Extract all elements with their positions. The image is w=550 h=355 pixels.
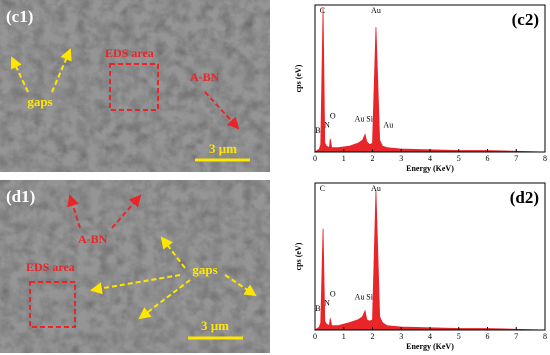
annotation: A-BN bbox=[78, 232, 108, 246]
annotation: EDS area bbox=[26, 260, 75, 274]
x-tick-label: 7 bbox=[514, 332, 518, 341]
arrow bbox=[224, 274, 257, 297]
scale-label: 3 μm bbox=[209, 141, 237, 156]
peak-label: Au bbox=[383, 120, 393, 129]
spectrum bbox=[313, 190, 546, 331]
panel-label: (c1) bbox=[6, 7, 33, 26]
peak-label: Au bbox=[371, 6, 381, 15]
x-tick-label: 2 bbox=[371, 154, 375, 163]
arrow bbox=[10, 56, 29, 93]
plot-frame bbox=[314, 4, 546, 153]
x-tick-label: 7 bbox=[514, 154, 518, 163]
x-axis-label: Energy (KeV) bbox=[406, 342, 454, 351]
x-tick-label: 3 bbox=[399, 154, 403, 163]
x-tick-label: 0 bbox=[313, 332, 317, 341]
x-tick-label: 8 bbox=[543, 332, 547, 341]
arrow bbox=[204, 91, 240, 130]
x-tick-label: 8 bbox=[543, 154, 547, 163]
scale-label: 3 μm bbox=[201, 318, 229, 333]
eds-box bbox=[109, 63, 159, 111]
x-tick-label: 2 bbox=[371, 332, 375, 341]
peak-label: Au bbox=[355, 292, 365, 301]
x-tick-label: 4 bbox=[428, 332, 432, 341]
x-tick-label: 1 bbox=[342, 154, 346, 163]
annotation: gaps bbox=[192, 262, 217, 277]
y-axis-label: cps (eV) bbox=[294, 64, 303, 92]
arrow bbox=[111, 194, 142, 229]
peak-label: Si bbox=[366, 292, 373, 301]
annotation: gaps bbox=[27, 94, 52, 109]
arrow bbox=[160, 236, 186, 269]
sem-image: (c1) gaps EDS area A-BN 3 μm bbox=[0, 0, 270, 172]
annotation: EDS area bbox=[105, 46, 154, 60]
peak-label: C bbox=[320, 6, 325, 15]
x-tick-label: 0 bbox=[313, 154, 317, 163]
peak-label: B bbox=[315, 304, 320, 313]
spectrum bbox=[313, 7, 546, 153]
x-tick-label: 6 bbox=[486, 332, 490, 341]
peak-label: O bbox=[330, 290, 336, 299]
peak-label: Au bbox=[355, 114, 365, 123]
sem-image: (d1) A-BN EDS area gaps 3 μm bbox=[0, 180, 270, 353]
x-tick-label: 1 bbox=[342, 332, 346, 341]
peak-label: B bbox=[315, 126, 320, 135]
peak-label: N bbox=[324, 298, 330, 307]
x-tick-label: 4 bbox=[428, 154, 432, 163]
y-axis-label: cps (eV) bbox=[294, 242, 303, 270]
peak-label: O bbox=[330, 112, 336, 121]
arrow bbox=[67, 194, 81, 229]
x-tick-label: 5 bbox=[457, 154, 461, 163]
annotation: A-BN bbox=[190, 70, 220, 84]
x-tick-label: 6 bbox=[486, 154, 490, 163]
arrow bbox=[138, 279, 191, 320]
peak-label: Si bbox=[366, 114, 373, 123]
peak-label: Au bbox=[371, 184, 381, 193]
x-tick-label: 3 bbox=[399, 332, 403, 341]
panel-label: (c2) bbox=[512, 10, 539, 29]
eds-box bbox=[29, 281, 76, 328]
x-tick-label: 5 bbox=[457, 332, 461, 341]
panel-label: (d2) bbox=[510, 188, 539, 207]
x-axis-label: Energy (KeV) bbox=[406, 164, 454, 173]
panel-label: (d1) bbox=[6, 187, 35, 206]
peak-label: C bbox=[320, 184, 325, 193]
arrow bbox=[90, 274, 181, 295]
peak-label: N bbox=[324, 120, 330, 129]
